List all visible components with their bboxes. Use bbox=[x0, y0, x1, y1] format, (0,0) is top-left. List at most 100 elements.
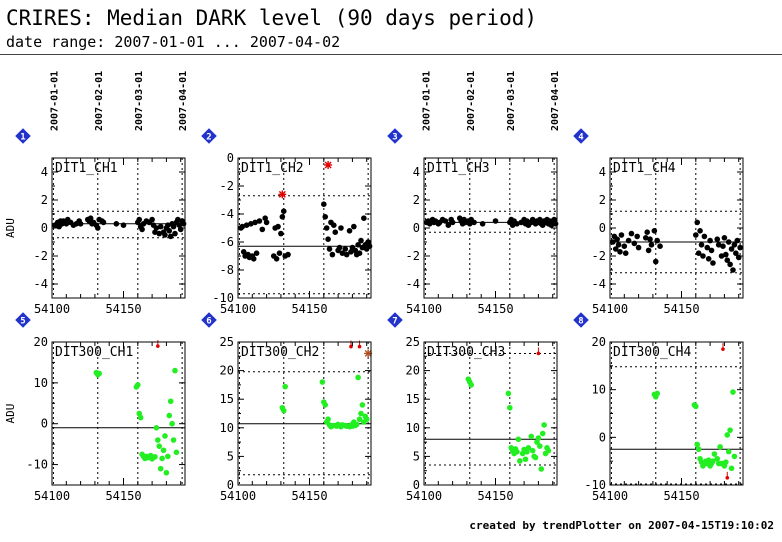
y-tick-label: -4 bbox=[406, 277, 420, 291]
y-tick-label: -6 bbox=[220, 235, 234, 249]
data-point bbox=[715, 242, 722, 248]
data-point bbox=[157, 223, 164, 230]
data-point bbox=[322, 214, 329, 220]
data-point bbox=[727, 427, 733, 433]
data-point bbox=[701, 233, 708, 240]
x-tick-label: 54100 bbox=[406, 302, 442, 316]
y-tick-label: 10 bbox=[592, 383, 606, 397]
x-tick-label: 54150 bbox=[477, 302, 513, 316]
y-tick-label: 2 bbox=[599, 193, 606, 207]
y-tick-label: 0 bbox=[227, 478, 234, 492]
data-point bbox=[240, 249, 247, 255]
data-point bbox=[177, 226, 184, 233]
data-point bbox=[167, 398, 174, 405]
data-point bbox=[152, 229, 158, 235]
data-point bbox=[714, 455, 721, 462]
data-point bbox=[329, 251, 336, 258]
data-point bbox=[720, 243, 726, 249]
badge-number: 8 bbox=[578, 317, 583, 327]
data-point bbox=[445, 222, 452, 228]
data-point bbox=[730, 267, 736, 273]
data-point bbox=[77, 221, 84, 227]
data-point bbox=[332, 229, 339, 235]
y-tick-label: 4 bbox=[599, 165, 606, 179]
data-point bbox=[137, 414, 144, 421]
y-tick-label: -10 bbox=[26, 458, 48, 472]
data-point bbox=[714, 236, 721, 242]
data-point bbox=[734, 237, 741, 244]
x-tick-label: 54150 bbox=[291, 302, 327, 316]
data-point bbox=[693, 403, 699, 410]
data-point bbox=[545, 447, 552, 454]
data-point bbox=[135, 382, 141, 388]
panel-dit300-ch4: -10 0 10 20 54100 54150 DIT300_CH4 8 bbox=[573, 312, 744, 503]
data-point bbox=[657, 243, 663, 249]
y-tick-label: 0 bbox=[41, 221, 48, 235]
data-point bbox=[522, 456, 529, 463]
data-point bbox=[708, 247, 715, 254]
y-tick-label: -2 bbox=[592, 249, 606, 263]
x-tick-label: 54150 bbox=[663, 302, 699, 316]
y-tick-label: 0 bbox=[41, 417, 48, 431]
data-point bbox=[359, 402, 366, 408]
y-tick-label: 2 bbox=[41, 193, 48, 207]
data-point bbox=[694, 441, 701, 448]
data-point bbox=[515, 436, 522, 443]
data-point bbox=[276, 250, 283, 256]
y-tick-label: 4 bbox=[41, 165, 48, 179]
date-label: 2007-03-01 bbox=[134, 71, 145, 131]
y-tick-label: 10 bbox=[406, 421, 420, 435]
outlier-star-stroke bbox=[324, 161, 332, 169]
data-point bbox=[426, 221, 433, 227]
panel-label: DIT300_CH1 bbox=[55, 345, 133, 360]
data-point bbox=[348, 249, 354, 255]
panel-dit1-ch4: -4 -2 0 2 4 54100 54150 DIT1_CH4 4 bbox=[573, 128, 744, 316]
data-point bbox=[535, 435, 542, 441]
data-point bbox=[326, 246, 333, 252]
outlier-tick-dot bbox=[721, 347, 725, 351]
data-point bbox=[479, 221, 486, 227]
y-tick-label: 15 bbox=[406, 392, 420, 406]
data-point bbox=[163, 469, 170, 476]
y-tick-label: 0 bbox=[599, 221, 606, 235]
panel-badge: 5 bbox=[15, 312, 31, 328]
data-point bbox=[356, 250, 363, 256]
data-point bbox=[325, 236, 331, 242]
y-tick-label: 0 bbox=[227, 151, 234, 165]
outlier-star-stroke bbox=[364, 349, 372, 357]
date-label: 2007-02-01 bbox=[94, 71, 105, 131]
data-point bbox=[697, 228, 703, 234]
data-point bbox=[625, 237, 632, 244]
data-point bbox=[343, 251, 350, 258]
data-point bbox=[648, 242, 655, 248]
data-point bbox=[325, 416, 331, 423]
data-point bbox=[652, 258, 659, 265]
data-point bbox=[539, 430, 546, 437]
data-point bbox=[321, 201, 327, 207]
data-point bbox=[323, 225, 330, 231]
badge-number: 2 bbox=[206, 133, 211, 143]
data-point bbox=[651, 228, 658, 234]
data-point bbox=[351, 223, 357, 230]
badge-diamond bbox=[387, 128, 403, 144]
y-tick-label: 5 bbox=[227, 449, 234, 463]
data-point bbox=[731, 453, 738, 460]
data-point bbox=[243, 222, 250, 228]
y-tick-label: -10 bbox=[212, 291, 234, 305]
data-point bbox=[113, 221, 120, 227]
panel-label: DIT300_CH3 bbox=[427, 345, 505, 360]
x-tick-label: 54100 bbox=[34, 302, 70, 316]
y-tick-label: 20 bbox=[220, 364, 234, 378]
data-point bbox=[705, 255, 712, 262]
data-point bbox=[355, 242, 361, 248]
data-point bbox=[707, 237, 713, 244]
x-tick-label: 54150 bbox=[663, 489, 699, 503]
x-tick-label: 54100 bbox=[406, 489, 442, 503]
y-tick-label: 0 bbox=[413, 221, 420, 235]
data-point bbox=[353, 421, 360, 428]
y-tick-label: 5 bbox=[413, 449, 420, 463]
y-tick-label: 20 bbox=[406, 364, 420, 378]
y-tick-label: 2 bbox=[413, 193, 420, 207]
y-tick-label: 20 bbox=[592, 335, 606, 349]
